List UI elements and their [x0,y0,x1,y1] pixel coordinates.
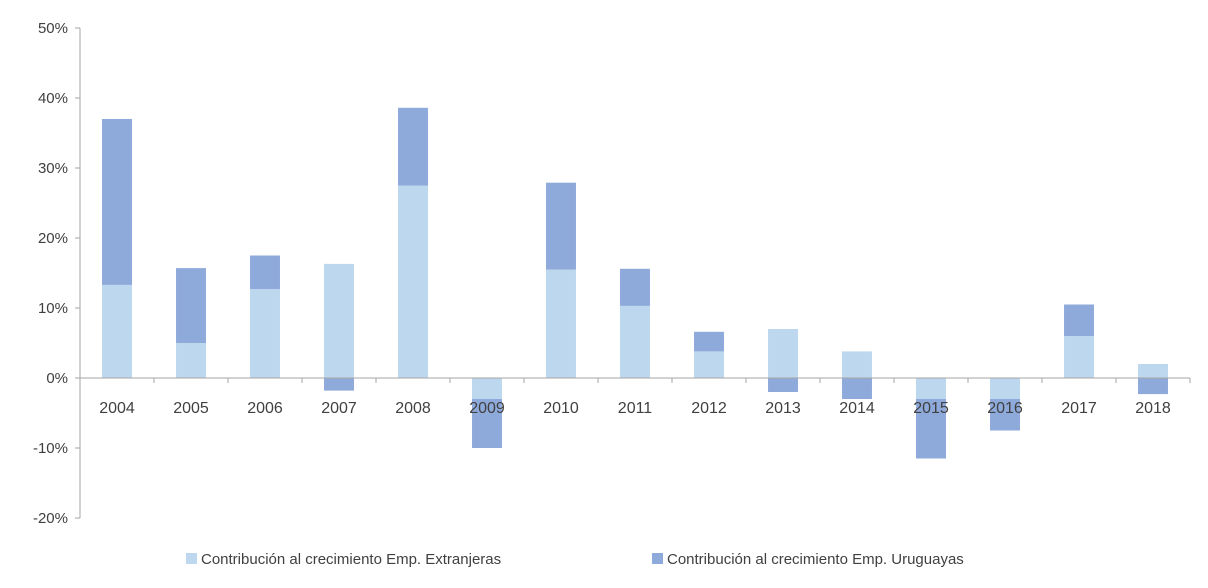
x-tick-label: 2015 [913,400,949,417]
legend-swatch [652,553,663,564]
x-tick-label: 2011 [618,400,653,417]
bar-segment-uruguayas [324,378,354,391]
x-axis: 2004 2005 2006 2007 2008 2009 2010 2011 2012 2013… [79,377,1191,417]
bar-segment-uruguayas [768,378,798,392]
bar-segment-uruguayas [398,107,428,186]
x-tick-label: 2018 [1135,400,1171,417]
x-tick-label: 2017 [1061,400,1097,417]
bar-segment-extranjeras [1064,336,1094,378]
y-tick-label: 40% [38,90,68,107]
y-tick-label: 20% [38,230,68,247]
bars [102,107,1168,459]
x-tick-label: 2010 [543,400,579,417]
x-tick-label: 2014 [839,400,875,417]
y-tick-label: -20% [33,510,68,527]
bar-segment-uruguayas [620,268,650,306]
legend: Contribución al crecimiento Emp. Extranj… [186,551,964,568]
legend-swatch [186,553,197,564]
x-tick-label: 2006 [247,400,283,417]
x-tick-label: 2016 [987,400,1023,417]
bar-segment-extranjeras [324,263,354,378]
bar-segment-extranjeras [102,284,132,378]
bar-segment-extranjeras [472,378,502,399]
bar-segment-uruguayas [250,255,280,290]
legend-label: Contribución al crecimiento Emp. Uruguay… [667,551,964,568]
bar-segment-uruguayas [472,399,502,448]
bar-segment-extranjeras [694,351,724,378]
legend-label: Contribución al crecimiento Emp. Extranj… [201,551,501,568]
bar-segment-extranjeras [620,305,650,378]
bar-segment-uruguayas [694,331,724,352]
bar-segment-extranjeras [916,378,946,399]
x-tick-label: 2013 [765,400,801,417]
x-tick-label: 2009 [469,400,505,417]
bar-segment-extranjeras [546,269,576,378]
bar-segment-uruguayas [546,182,576,270]
y-tick-label: 30% [38,160,68,177]
bar-segment-extranjeras [176,343,206,378]
y-tick-label: 0% [46,370,68,387]
x-tick-label: 2008 [395,400,431,417]
x-tick-label: 2007 [321,400,357,417]
bar-segment-uruguayas [842,378,872,399]
bar-segment-extranjeras [768,329,798,378]
bar-segment-extranjeras [990,378,1020,399]
y-tick-label: -10% [33,440,68,457]
x-tick-label: 2005 [173,400,209,417]
bar-segment-uruguayas [176,268,206,343]
bar-segment-extranjeras [842,351,872,378]
bar-segment-uruguayas [1138,378,1168,395]
bar-segment-uruguayas [916,399,946,459]
x-tick-label: 2004 [99,400,135,417]
bar-segment-uruguayas [102,119,132,285]
x-tick-label: 2012 [691,400,727,417]
bar-segment-extranjeras [398,185,428,378]
bar-segment-uruguayas [1064,304,1094,336]
bar-segment-extranjeras [250,289,280,378]
y-axis: -20% -10% 0% 10% 20% 30% 40% 50% [33,20,81,527]
bar-segment-extranjeras [1138,364,1168,378]
bar-segment-uruguayas [990,399,1020,431]
y-tick-label: 10% [38,300,68,317]
y-tick-label: 50% [38,20,68,37]
